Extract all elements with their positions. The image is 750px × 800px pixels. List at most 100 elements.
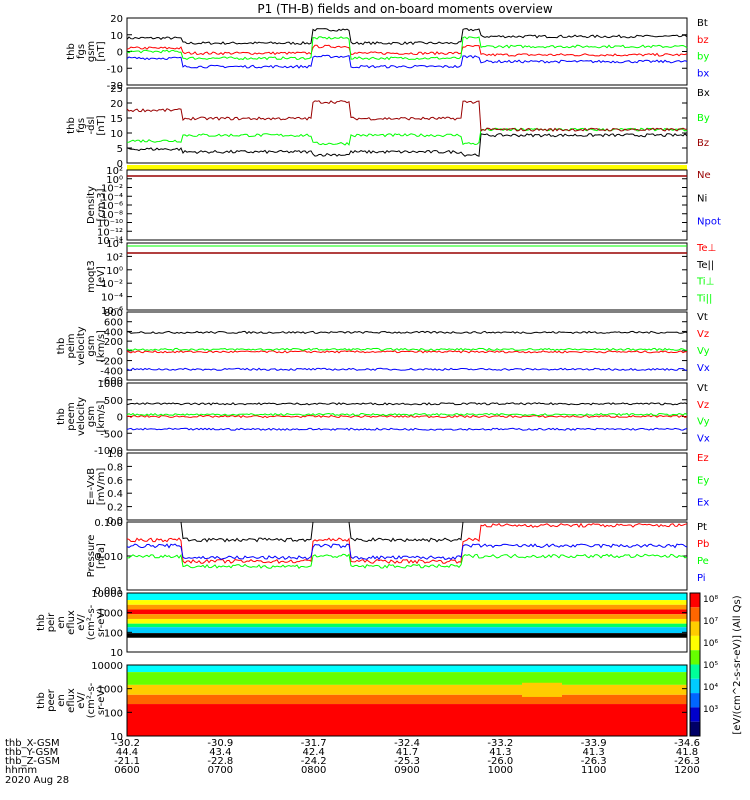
- panel-frame: [126, 592, 688, 653]
- y-tick-label: 10⁰: [106, 175, 123, 186]
- y-axis-label: thb: [36, 614, 47, 631]
- legend-pb: Pb: [697, 539, 709, 550]
- legend-vy: Vy: [697, 417, 710, 428]
- y-tick-label: -10: [107, 64, 123, 75]
- x-tick-label: -30.9: [207, 738, 233, 749]
- date-label: 2020 Aug 28: [5, 775, 69, 786]
- y-axis-label: Density: [86, 186, 97, 224]
- y-tick-label: 10²: [106, 166, 123, 177]
- x-tick-label: 43.4: [209, 747, 231, 758]
- y-axis-label: [nT]: [96, 41, 107, 61]
- y-axis-label: velocity: [76, 326, 87, 365]
- legend-bz: Bz: [697, 138, 709, 149]
- y-tick-label: 10⁻⁶: [101, 306, 123, 317]
- x-tick-label: -32.4: [394, 738, 420, 749]
- panel-frame: [126, 169, 688, 241]
- spectrogram-band: [127, 637, 687, 652]
- y-axis-label: (cm²-s-: [86, 604, 97, 640]
- spectrogram-band: [127, 704, 687, 736]
- legend-pe: Pe: [697, 556, 709, 567]
- y-axis-label: peer: [46, 688, 57, 712]
- legend-vy: Vy: [697, 346, 710, 357]
- y-tick-label: 15: [110, 114, 123, 125]
- legend-vz: Vz: [697, 400, 709, 411]
- series-vt: [126, 402, 688, 406]
- spectrogram-band: [127, 623, 687, 628]
- legend-ex: Ex: [697, 498, 709, 509]
- legend-bt: Bt: [697, 18, 708, 29]
- legend-ne: Ne: [697, 170, 711, 181]
- y-axis-label: moqt3: [86, 260, 97, 293]
- series-vz: [126, 414, 688, 419]
- y-tick-label: 0: [117, 159, 123, 170]
- y-axis-label: peem: [66, 402, 77, 430]
- panel-2: 25 20 15 10 5 0 thb fgs -dsl [nT] Bx By Bz: [66, 84, 710, 170]
- legend-ni: Ni: [697, 193, 707, 204]
- y-tick-label: 10⁻¹⁰: [97, 219, 123, 230]
- y-tick-label: 10⁻¹²: [97, 227, 123, 238]
- x-row-label-hhmm: hhmm: [5, 765, 37, 776]
- legend-bx: Bx: [697, 88, 710, 99]
- panel-9: 10000 1000 100 10 thb peir en eflux eV/(cm²-s-sr…: [36, 589, 688, 659]
- y-axis-label: thb: [56, 338, 67, 355]
- legend-ti: Ti||: [696, 293, 712, 304]
- y-tick-label: 10⁻²: [101, 279, 123, 290]
- x-row-label-thb-z-gsm: thb_Z-GSM: [5, 756, 60, 767]
- y-tick-label: 10⁰: [106, 266, 123, 277]
- y-axis-label: eV/: [76, 692, 87, 709]
- colorbar-segment: [690, 678, 700, 694]
- y-axis-label: [nT]: [96, 115, 107, 135]
- x-row-label-thb-y-gsm: thb_Y-GSM: [5, 747, 58, 758]
- y-tick-label: 0.6: [107, 476, 123, 487]
- y-axis-label: peir: [46, 612, 57, 632]
- y-axis-label: [km/s]: [96, 330, 107, 362]
- y-tick-label: -400: [100, 366, 123, 377]
- y-tick-label: 1000: [98, 685, 123, 696]
- legend-te: Te⊥: [696, 243, 716, 254]
- colorbar-segment: [690, 707, 700, 722]
- colorbar-frame: [689, 592, 701, 737]
- colorbar-segment: [690, 607, 700, 622]
- y-axis-label: sr-eV): [96, 608, 107, 637]
- legend-by: By: [697, 113, 710, 124]
- y-tick-label: -1000: [94, 446, 123, 457]
- x-tick-label: -33.2: [487, 738, 513, 749]
- y-axis-label: velocity: [76, 397, 87, 436]
- panel-frame: [126, 17, 688, 86]
- y-tick-label: 10: [110, 129, 123, 140]
- x-row-label-thb-x-gsm: thb_X-GSM: [5, 738, 60, 749]
- y-tick-label: 0.100: [94, 518, 123, 529]
- colorbar-segment: [690, 721, 700, 736]
- y-axis-label: gsm: [86, 335, 97, 356]
- y-tick-label: 10: [110, 648, 123, 659]
- y-tick-label: 0.010: [94, 552, 123, 563]
- x-tick-label: -24.2: [301, 756, 327, 767]
- y-axis-label: gsm: [86, 41, 97, 62]
- y-axis-label: E=-VxB: [86, 468, 97, 505]
- colorbar-segment: [690, 650, 700, 665]
- y-tick-label: 0.8: [107, 462, 123, 473]
- legend-pt: Pt: [697, 522, 707, 533]
- panel-frame: [126, 452, 688, 521]
- y-tick-label: -200: [100, 357, 123, 368]
- spectrogram-band: [127, 684, 687, 695]
- legend-vt: Vt: [697, 383, 708, 394]
- colorbar-tick-label: 10⁵: [703, 661, 718, 671]
- colorbar-segment: [690, 693, 700, 708]
- x-tick-label: 44.4: [116, 747, 138, 758]
- y-tick-label: 20: [110, 99, 123, 110]
- y-tick-label: 25: [110, 84, 123, 95]
- y-axis-label: -dsl: [86, 117, 97, 135]
- y-axis-label: eflux: [66, 688, 77, 713]
- series-pt: [127, 521, 687, 543]
- y-tick-label: 0.4: [107, 489, 123, 500]
- y-axis-label: thb: [36, 692, 47, 709]
- y-axis-label: en: [56, 694, 67, 707]
- series-bt: [126, 28, 688, 46]
- y-tick-label: 10²: [106, 252, 123, 263]
- y-tick-label: 10000: [91, 589, 123, 600]
- x-tick-label: -26.3: [581, 756, 607, 767]
- y-tick-label: -500: [100, 429, 123, 440]
